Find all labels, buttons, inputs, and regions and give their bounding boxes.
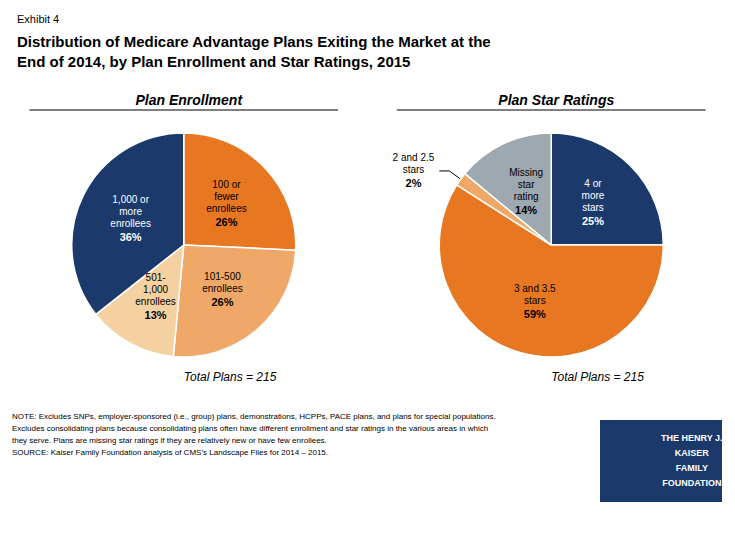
svg-text:59%: 59% — [524, 308, 546, 320]
svg-text:Missing: Missing — [509, 167, 543, 178]
svg-text:enrollees: enrollees — [110, 218, 151, 229]
svg-text:25%: 25% — [582, 215, 604, 227]
svg-text:Excludes consolidating plans b: Excludes consolidating plans because con… — [12, 424, 488, 433]
svg-text:more: more — [119, 206, 142, 217]
svg-text:enrollees: enrollees — [135, 296, 176, 307]
svg-text:Exhibit 4: Exhibit 4 — [17, 13, 59, 25]
svg-text:enrollees: enrollees — [206, 203, 247, 214]
svg-text:THE HENRY J.: THE HENRY J. — [661, 433, 723, 443]
svg-text:101-500: 101-500 — [204, 271, 241, 282]
svg-text:star: star — [518, 179, 535, 190]
svg-text:26%: 26% — [215, 216, 237, 228]
svg-text:501-: 501- — [146, 272, 166, 283]
svg-text:1,000: 1,000 — [143, 284, 168, 295]
svg-text:rating: rating — [514, 191, 539, 202]
svg-text:FOUNDATION: FOUNDATION — [662, 478, 721, 488]
svg-text:Plan Enrollment: Plan Enrollment — [135, 92, 243, 108]
svg-text:100 or: 100 or — [212, 179, 241, 190]
svg-text:36%: 36% — [120, 231, 142, 243]
svg-text:End of 2014, by Plan Enrollmen: End of 2014, by Plan Enrollment and Star… — [17, 53, 410, 70]
svg-text:SOURCE: Kaiser Family Foundati: SOURCE: Kaiser Family Foundation analysi… — [12, 448, 328, 457]
svg-text:stars: stars — [582, 202, 604, 213]
svg-text:Plan Star Ratings: Plan Star Ratings — [498, 92, 614, 108]
svg-text:14%: 14% — [515, 204, 537, 216]
svg-text:NOTE: Excludes SNPs, employer-: NOTE: Excludes SNPs, employer-sponsored … — [12, 412, 496, 421]
svg-text:fewer: fewer — [214, 191, 239, 202]
svg-text:stars: stars — [403, 164, 425, 175]
svg-text:more: more — [582, 190, 605, 201]
svg-text:4 or: 4 or — [584, 178, 602, 189]
svg-text:KAISER: KAISER — [675, 448, 710, 458]
svg-text:Total Plans = 215: Total Plans = 215 — [551, 370, 644, 384]
svg-text:enrollees: enrollees — [202, 283, 243, 294]
svg-text:2%: 2% — [406, 177, 422, 189]
svg-text:13%: 13% — [145, 309, 167, 321]
svg-text:1,000 or: 1,000 or — [112, 194, 149, 205]
svg-text:Total Plans = 215: Total Plans = 215 — [184, 370, 277, 384]
svg-text:26%: 26% — [211, 296, 233, 308]
svg-text:stars: stars — [524, 295, 546, 306]
svg-text:2 and 2.5: 2 and 2.5 — [393, 152, 435, 163]
svg-text:Distribution of Medicare Advan: Distribution of Medicare Advantage Plans… — [17, 33, 491, 50]
svg-text:FAMILY: FAMILY — [676, 463, 708, 473]
svg-text:they serve. Plans are missing: they serve. Plans are missing star ratin… — [12, 436, 327, 445]
svg-text:3 and 3.5: 3 and 3.5 — [514, 283, 556, 294]
